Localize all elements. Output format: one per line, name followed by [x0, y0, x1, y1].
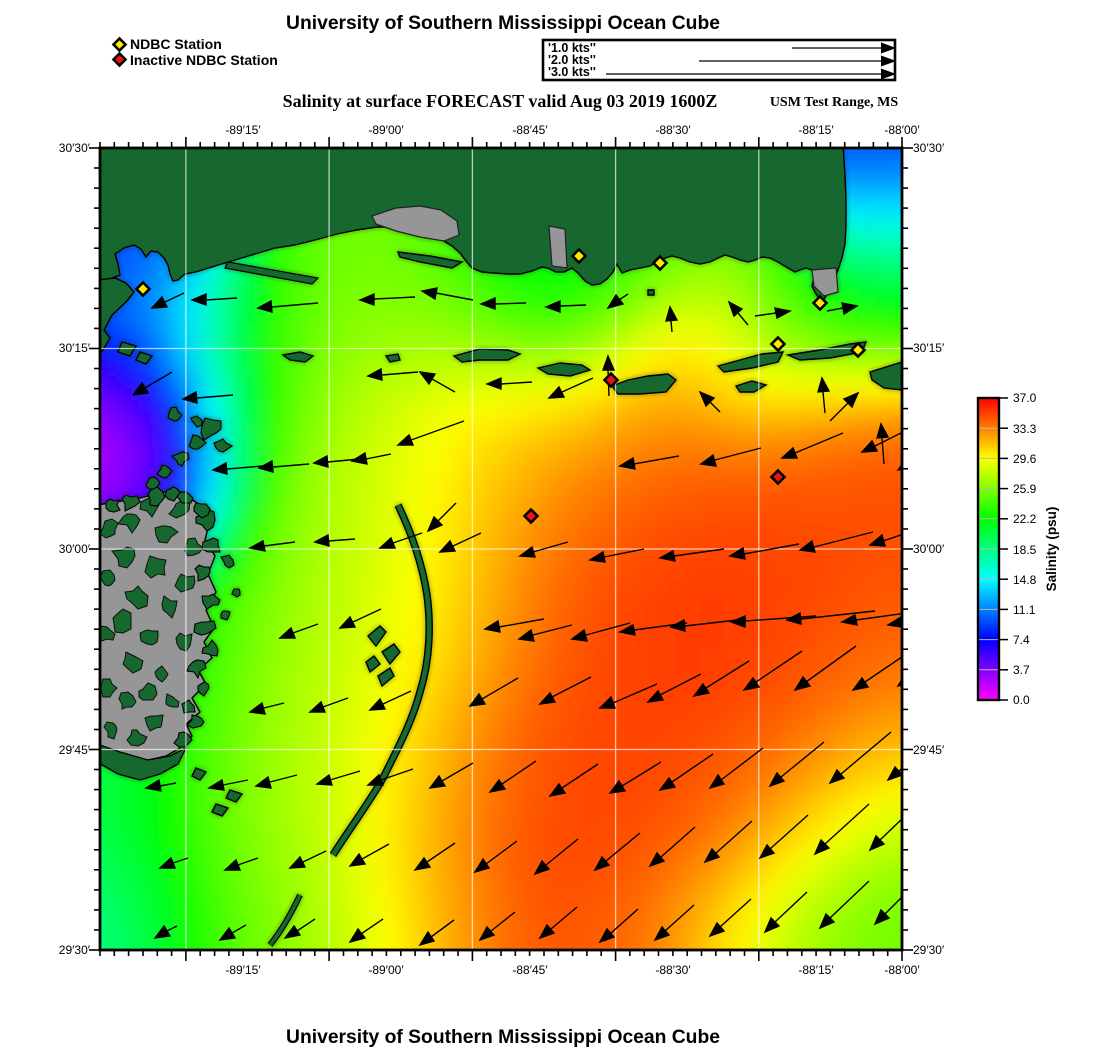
svg-text:7.4: 7.4: [1013, 633, 1030, 647]
svg-text:University of Southern Mississ: University of Southern Mississippi Ocean…: [286, 1027, 720, 1048]
svg-text:Inactive NDBC Station: Inactive NDBC Station: [130, 52, 278, 68]
svg-text:30′30′: 30′30′: [59, 141, 91, 155]
svg-text:-88′45′: -88′45′: [512, 963, 548, 977]
svg-text:30′30′: 30′30′: [913, 141, 945, 155]
svg-text:-88′15′: -88′15′: [798, 963, 834, 977]
svg-text:-88′00′: -88′00′: [884, 123, 920, 137]
svg-text:NDBC Station: NDBC Station: [130, 36, 222, 52]
svg-text:29′45′: 29′45′: [913, 743, 945, 757]
svg-text:11.1: 11.1: [1013, 603, 1036, 617]
svg-text:-88′30′: -88′30′: [655, 123, 691, 137]
svg-text:0.0: 0.0: [1013, 693, 1030, 707]
svg-text:'3.0 kts'': '3.0 kts'': [548, 65, 596, 79]
svg-text:-89′00′: -89′00′: [368, 963, 404, 977]
svg-text:22.2: 22.2: [1013, 512, 1037, 526]
svg-text:-89′15′: -89′15′: [225, 963, 261, 977]
svg-text:25.9: 25.9: [1013, 482, 1037, 496]
svg-text:University of Southern Mississ: University of Southern Mississippi Ocean…: [286, 13, 720, 34]
svg-text:3.7: 3.7: [1013, 663, 1030, 677]
svg-text:-88′15′: -88′15′: [798, 123, 834, 137]
svg-text:37.0: 37.0: [1013, 391, 1037, 405]
svg-text:29.6: 29.6: [1013, 452, 1037, 466]
svg-text:29′30′: 29′30′: [913, 943, 945, 957]
svg-text:-89′15′: -89′15′: [225, 123, 261, 137]
svg-text:USM Test Range, MS: USM Test Range, MS: [770, 95, 899, 110]
svg-text:'2.0 kts'': '2.0 kts'': [548, 53, 596, 67]
svg-text:30′00′: 30′00′: [913, 542, 945, 556]
svg-text:-88′30′: -88′30′: [655, 963, 691, 977]
svg-text:33.3: 33.3: [1013, 422, 1037, 436]
svg-text:14.8: 14.8: [1013, 573, 1037, 587]
svg-text:Salinity (psu): Salinity (psu): [1044, 507, 1059, 592]
svg-text:-88′45′: -88′45′: [512, 123, 548, 137]
svg-text:29′45′: 29′45′: [59, 743, 91, 757]
svg-text:18.5: 18.5: [1013, 543, 1037, 557]
svg-text:Salinity at surface FORECAST v: Salinity at surface FORECAST valid Aug 0…: [283, 91, 718, 111]
svg-text:29′30′: 29′30′: [59, 943, 91, 957]
svg-text:30′15′: 30′15′: [59, 341, 91, 355]
svg-text:-89′00′: -89′00′: [368, 123, 404, 137]
svg-text:30′15′: 30′15′: [913, 341, 945, 355]
svg-text:'1.0 kts'': '1.0 kts'': [548, 41, 596, 55]
svg-text:-88′00′: -88′00′: [884, 963, 920, 977]
svg-text:30′00′: 30′00′: [59, 542, 91, 556]
